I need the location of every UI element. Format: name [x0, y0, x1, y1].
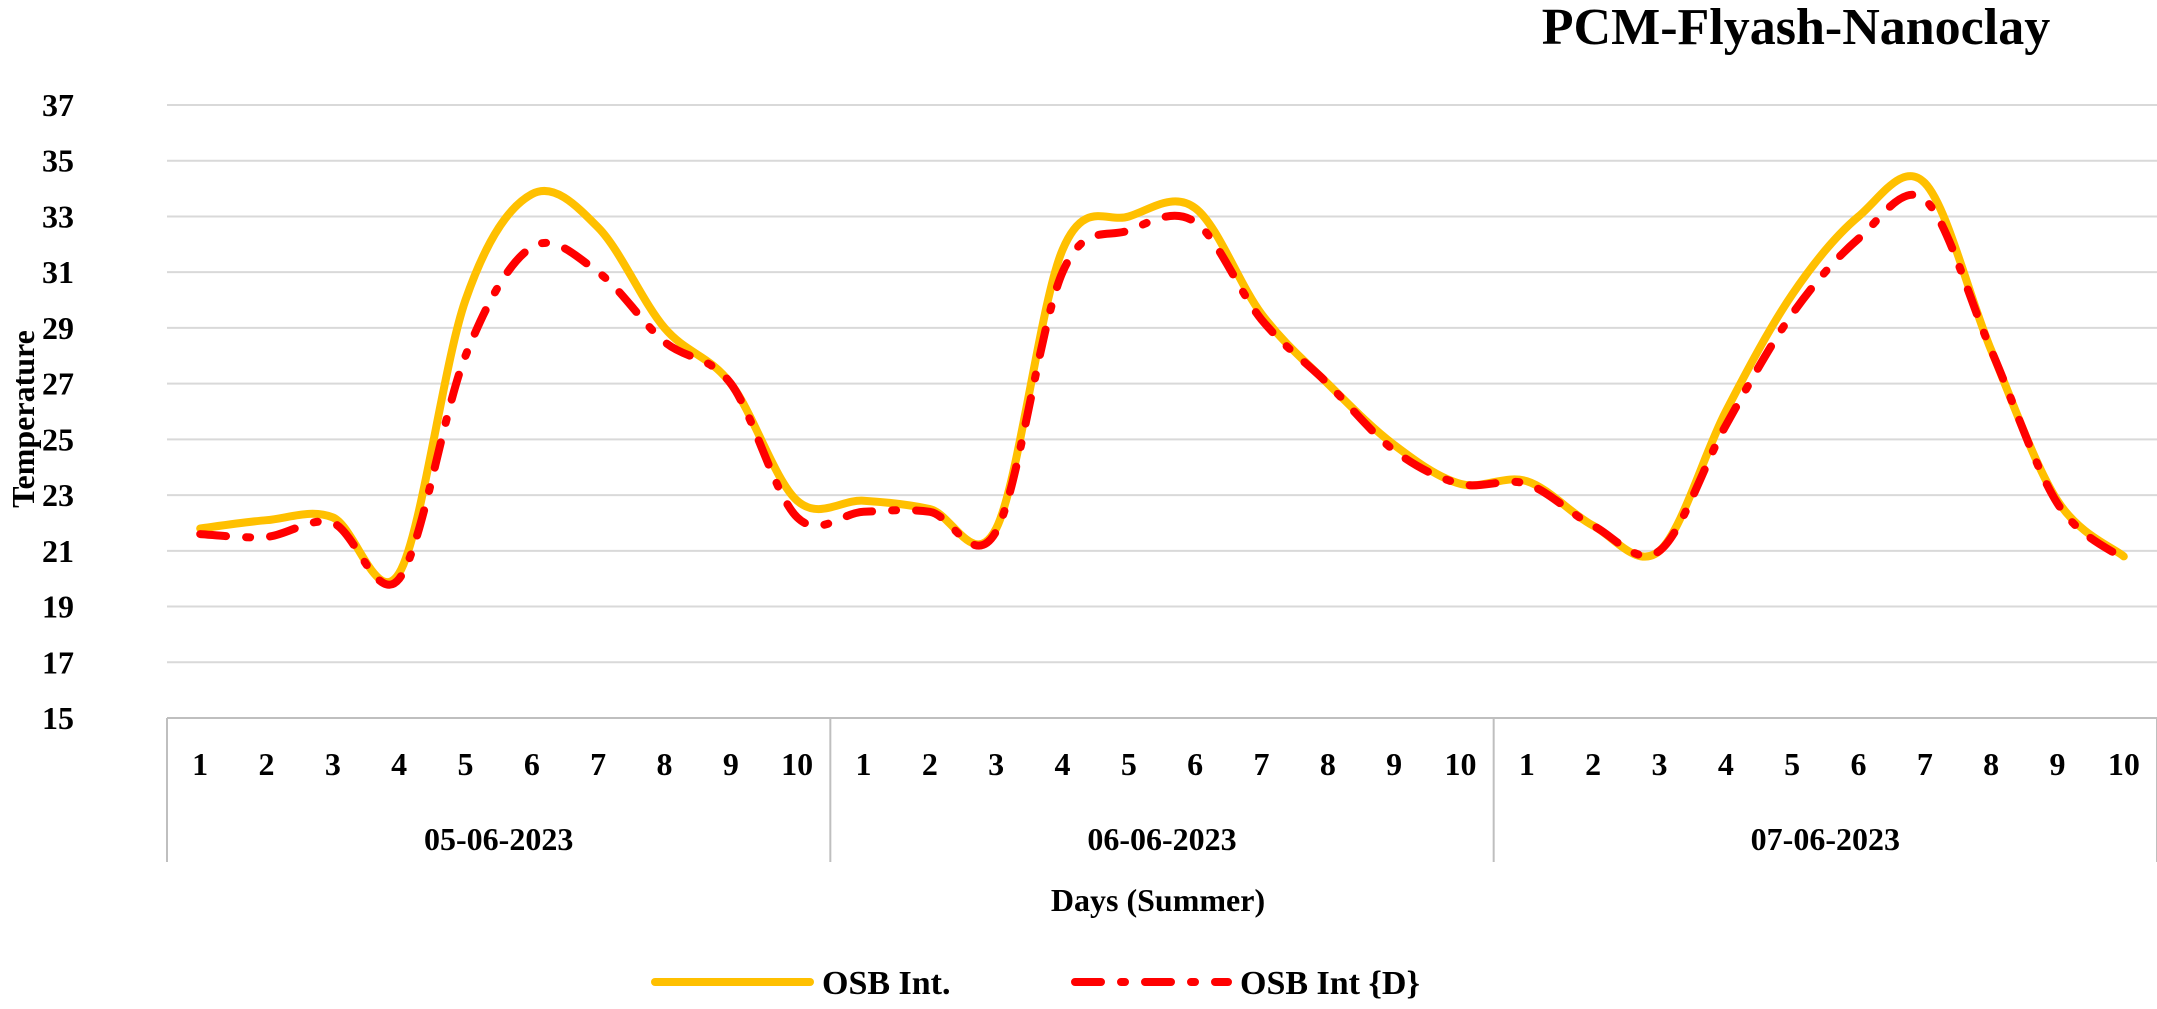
- legend-label: OSB Int.: [822, 965, 951, 1002]
- series-line-1: [196, 172, 2128, 587]
- x-tick-label: 6: [1851, 746, 1867, 782]
- x-tick-label: 9: [723, 746, 739, 782]
- series-lines: [196, 172, 2128, 589]
- x-tick-label: 5: [458, 746, 474, 782]
- y-tick-label: 29: [42, 310, 74, 346]
- y-tick-label: 21: [42, 533, 74, 569]
- x-tick-label: 10: [781, 746, 813, 782]
- x-tick-label: 8: [1983, 746, 1999, 782]
- y-tick-label: 35: [42, 143, 74, 179]
- x-tick-label: 7: [590, 746, 606, 782]
- x-tick-label: 3: [1652, 746, 1668, 782]
- x-tick-label: 7: [1254, 746, 1270, 782]
- y-axis-title: Temperature: [5, 330, 41, 508]
- x-tick-label: 1: [1519, 746, 1535, 782]
- y-tick-label: 23: [42, 477, 74, 513]
- y-tick-label: 33: [42, 198, 74, 234]
- legend: OSB Int. OSB Int {D}: [651, 965, 1420, 1002]
- series-line-2: [196, 190, 2128, 589]
- x-tick-label: 2: [1585, 746, 1601, 782]
- x-tick-label: 1: [192, 746, 208, 782]
- x-tick-label: 3: [325, 746, 341, 782]
- x-tick-label: 2: [922, 746, 938, 782]
- x-tick-label: 10: [1445, 746, 1477, 782]
- y-tick-label: 27: [42, 366, 74, 402]
- x-tick-label: 2: [259, 746, 275, 782]
- x-tick-label: 4: [1718, 746, 1734, 782]
- y-tick-label: 31: [42, 254, 74, 290]
- y-tick-label: 17: [42, 644, 74, 680]
- x-tick-label: 9: [1386, 746, 1402, 782]
- x-tick-label: 3: [988, 746, 1004, 782]
- legend-label: OSB Int {D}: [1240, 965, 1420, 1002]
- x-tick-label: 7: [1917, 746, 1933, 782]
- x-tick-label: 10: [2108, 746, 2140, 782]
- x-group-label: 07-06-2023: [1751, 821, 1900, 857]
- y-tick-label: 37: [42, 87, 74, 123]
- chart-title: PCM-Flyash-Nanoclay: [1542, 0, 2050, 56]
- x-tick-label: 5: [1784, 746, 1800, 782]
- x-tick-label: 9: [2050, 746, 2066, 782]
- x-tick-label: 6: [1187, 746, 1203, 782]
- x-tick-label: 1: [856, 746, 872, 782]
- y-tick-label: 19: [42, 589, 74, 625]
- x-group-label: 06-06-2023: [1087, 821, 1236, 857]
- x-tick-label: 4: [1055, 746, 1071, 782]
- x-tick-label: 8: [657, 746, 673, 782]
- x-tick-label: 4: [391, 746, 407, 782]
- y-tick-label: 25: [42, 421, 74, 457]
- x-tick-label: 6: [524, 746, 540, 782]
- x-tick-label: 5: [1121, 746, 1137, 782]
- y-tick-label: 15: [42, 700, 74, 736]
- x-axis-title: Days (Summer): [1051, 882, 1265, 918]
- gridlines: [167, 104, 2157, 664]
- x-group-label: 05-06-2023: [424, 821, 573, 857]
- x-tick-label: 8: [1320, 746, 1336, 782]
